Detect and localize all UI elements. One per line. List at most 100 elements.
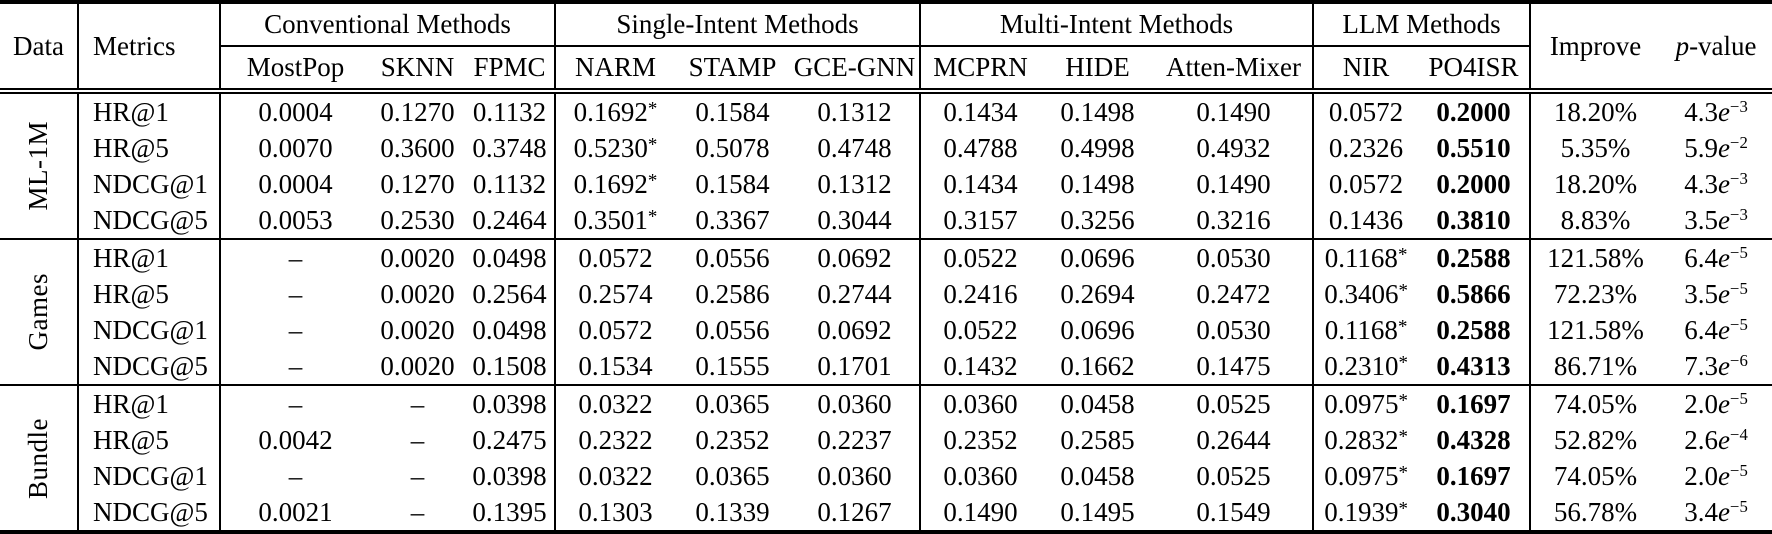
value-cell: 0.0004 [219, 166, 370, 202]
value-cell: 0.3501* [554, 202, 676, 239]
table-row: NDCG@1–0.0020 0.0498 0.0572 0.0556 0.0692 0.0… [0, 312, 1772, 348]
table-body: ML-1M HR@1 0.0004 0.1270 0.1132 0.1692* 0.1584… [0, 91, 1772, 532]
value-cell: – [219, 348, 370, 385]
metric-label: NDCG@5 [77, 494, 220, 532]
value-cell: 0.3748 [472, 133, 547, 163]
table-row: NDCG@5–0.0020 0.1508 0.1534 0.1555 0.1701 0.1… [0, 348, 1772, 385]
value-cell: 0.0322 [554, 458, 676, 494]
group-header-3: Multi-Intent Methods [919, 2, 1314, 47]
value-cell: 0.3600 [380, 133, 455, 163]
metric-label: HR@5 [77, 276, 220, 312]
value-cell: 0.0530 [1196, 315, 1271, 345]
value-cell: 0.2326 [1312, 130, 1419, 166]
method-header-sknn: SKNN [370, 46, 465, 94]
method-header-narm: NARM [554, 46, 676, 94]
value-cell: 0.1475 [1196, 351, 1271, 381]
value-cell: 0.2310* [1312, 348, 1419, 385]
metric-label: HR@1 [77, 91, 220, 130]
value-cell: 0.0360 [817, 461, 892, 491]
value-cell: 0.0053 [219, 202, 370, 239]
value-cell: 0.0692 [790, 238, 921, 276]
value-cell: 0.0360 [790, 384, 921, 422]
value-cell: 0.0360 [919, 384, 1041, 422]
value-cell: 0.0042 [219, 422, 370, 458]
value-cell: 0.2416 [919, 276, 1041, 312]
value-cell: 0.3810 [1436, 205, 1511, 235]
value-cell: 0.2644 [1196, 425, 1271, 455]
value-cell: 0.0556 [675, 238, 791, 276]
value-cell: 0.5078 [695, 133, 770, 163]
value-cell: 0.1312 [817, 169, 892, 199]
value-cell: 0.2574 [554, 276, 676, 312]
group-header-1: Conventional Methods [218, 2, 556, 47]
value-cell: 0.0696 [1040, 238, 1156, 276]
value-cell: – [219, 384, 370, 422]
value-cell: 0.0020 [380, 315, 455, 345]
value-cell: 0.1267 [817, 497, 892, 527]
value-cell: 0.1498 [1060, 97, 1135, 127]
pvalue-cell: 2.0e−5 [1660, 384, 1772, 422]
value-cell: 0.3157 [919, 202, 1041, 239]
value-cell: – [410, 497, 425, 527]
value-cell: 0.0522 [919, 312, 1041, 348]
value-cell: 0.2832* [1312, 422, 1419, 458]
value-cell: 0.4998 [1060, 133, 1135, 163]
value-cell: 0.1168* [1312, 238, 1419, 276]
method-header-fpmc: FPMC [465, 46, 556, 94]
value-cell: 0.3367 [695, 205, 770, 235]
col-header-data: Data [0, 2, 78, 94]
improve-cell: 74.05% [1529, 384, 1661, 422]
value-cell: 0.1662 [1060, 351, 1135, 381]
header-row-methods: MostPop SKNN FPMC NARM STAMP GCE-GNN MCPRN HIDE… [0, 46, 1772, 94]
value-cell: 0.1434 [919, 91, 1041, 130]
value-cell: 0.1436 [1312, 202, 1419, 239]
table-row: HR@5 0.0070 0.3600 0.3748 0.5230* 0.5078 0.474… [0, 130, 1772, 166]
method-header-mostpop: MostPop [219, 46, 370, 94]
value-cell: 0.0020 [380, 279, 455, 309]
value-cell: 0.2744 [817, 279, 892, 309]
value-cell: 0.4313 [1436, 351, 1511, 381]
improve-cell: 121.58% [1529, 238, 1661, 276]
method-header-atten-mixer: Atten-Mixer [1155, 46, 1314, 94]
value-cell: 0.1303 [554, 494, 676, 532]
value-cell: 0.0692 [817, 315, 892, 345]
value-cell: 0.3044 [817, 205, 892, 235]
value-cell: 0.1132 [472, 169, 547, 199]
value-cell: 0.2000 [1436, 169, 1511, 199]
value-cell: 0.5510 [1436, 133, 1511, 163]
method-header-po4isr: PO4ISR [1418, 46, 1531, 94]
pvalue-cell: 3.4e−5 [1684, 496, 1748, 527]
value-cell: 0.0322 [554, 384, 676, 422]
table-row: NDCG@1– –0.0398 0.0322 0.0365 0.0360 0.0360 0.… [0, 458, 1772, 494]
value-cell: – [219, 458, 370, 494]
value-cell: 0.1508 [472, 351, 547, 381]
pvalue-cell: 5.9e−2 [1684, 132, 1748, 163]
value-cell: 0.0498 [472, 315, 547, 345]
value-cell: 0.2586 [695, 279, 770, 309]
header-row-groups: Data Metrics Conventional Methods Single-In… [0, 2, 1772, 94]
value-cell: 0.2585 [1060, 425, 1135, 455]
value-cell: 0.1697 [1436, 461, 1511, 491]
value-cell: 0.0572 [554, 238, 676, 276]
value-cell: 0.0975* [1312, 384, 1419, 422]
value-cell: 0.0365 [675, 384, 791, 422]
value-cell: 0.2237 [817, 425, 892, 455]
table-row: Bundle HR@1– –0.0398 0.0322 0.0365 0.0360 0.03… [0, 384, 1772, 532]
group-header-4: LLM Methods [1312, 2, 1531, 47]
dataset-label: ML-1M [0, 91, 78, 239]
metric-label: NDCG@1 [77, 458, 220, 494]
value-cell: 0.1701 [817, 351, 892, 381]
value-cell: 0.1270 [380, 169, 455, 199]
value-cell: 0.1697 [1418, 384, 1531, 422]
value-cell: 0.1939* [1312, 494, 1419, 532]
value-cell: 0.1692* [554, 166, 676, 202]
value-cell: 0.2694 [1060, 279, 1135, 309]
metric-label: NDCG@1 [77, 312, 220, 348]
value-cell: 0.1434 [919, 166, 1041, 202]
value-cell: 0.1395 [472, 497, 547, 527]
value-cell: 0.4788 [919, 130, 1041, 166]
table-row: NDCG@1 0.0004 0.1270 0.1132 0.1692* 0.1584 0.1… [0, 166, 1772, 202]
method-header-hide: HIDE [1040, 46, 1156, 94]
value-cell: 0.1495 [1060, 497, 1135, 527]
